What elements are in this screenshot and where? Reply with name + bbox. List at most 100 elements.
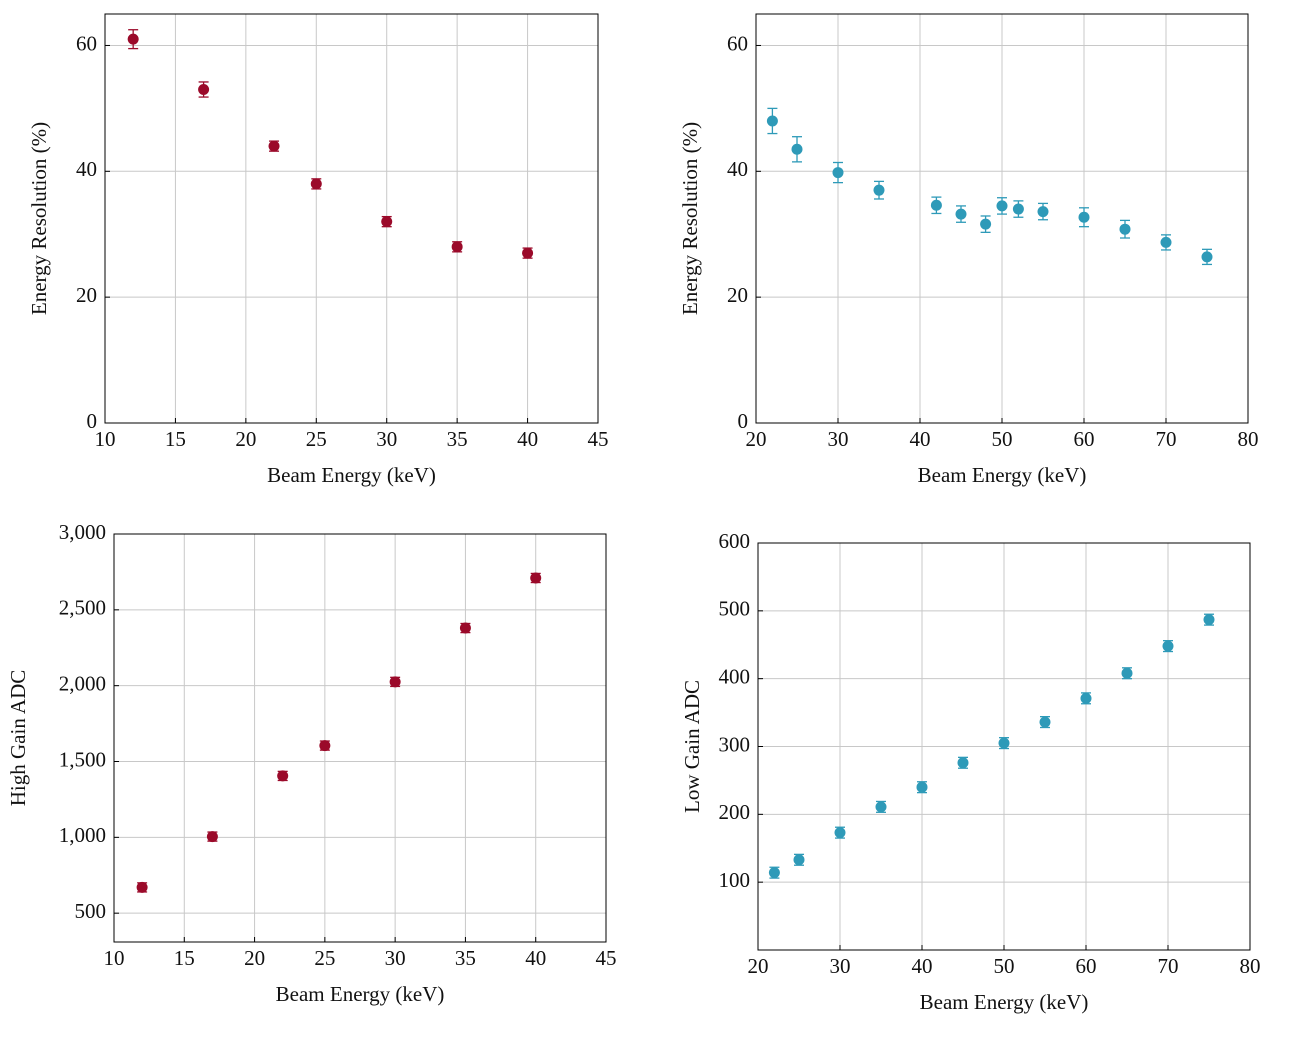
plot-frame bbox=[104, 13, 599, 424]
y-tick-label: 20 bbox=[727, 283, 748, 307]
y-axis-label: High Gain ADC bbox=[6, 670, 30, 807]
x-tick-label: 60 bbox=[1076, 954, 1097, 978]
y-tick-label: 1,500 bbox=[59, 747, 106, 771]
point bbox=[1080, 692, 1092, 704]
x-tick-label: 25 bbox=[314, 946, 335, 970]
x-tick-label: 50 bbox=[994, 954, 1015, 978]
point bbox=[206, 831, 218, 843]
point bbox=[793, 854, 805, 866]
x-tick-label: 15 bbox=[174, 946, 195, 970]
y-tick-label: 500 bbox=[75, 899, 107, 923]
subplot: 10 15 20 25 30 35 40 45 0 20 40 60 Beam Energy (keV)… bbox=[27, 13, 609, 487]
point bbox=[766, 115, 778, 127]
y-tick-label: 20 bbox=[76, 283, 97, 307]
x-tick-label: 60 bbox=[1074, 427, 1095, 451]
x-axis-label: Beam Energy (keV) bbox=[918, 463, 1087, 487]
point bbox=[1012, 203, 1024, 215]
point bbox=[127, 33, 139, 45]
x-tick-label: 50 bbox=[992, 427, 1013, 451]
point bbox=[1039, 716, 1051, 728]
x-tick-label: 40 bbox=[525, 946, 546, 970]
point bbox=[1203, 614, 1215, 626]
x-tick-label: 20 bbox=[244, 946, 265, 970]
point bbox=[996, 200, 1008, 212]
point bbox=[998, 737, 1010, 749]
point bbox=[980, 218, 992, 230]
y-tick-label: 0 bbox=[738, 409, 749, 433]
subplot: 10 15 20 25 30 35 40 45 500 1,000 1,500 2,000 2,500 3… bbox=[6, 520, 617, 1006]
plot-frame bbox=[757, 542, 1251, 951]
point bbox=[268, 140, 280, 152]
point bbox=[1121, 667, 1133, 679]
point bbox=[875, 801, 887, 813]
point bbox=[381, 216, 393, 228]
y-tick-label: 2,500 bbox=[59, 596, 106, 620]
y-axis-label: Energy Resolution (%) bbox=[678, 122, 702, 315]
y-axis-label: Energy Resolution (%) bbox=[27, 122, 51, 315]
y-tick-label: 600 bbox=[719, 529, 751, 553]
point bbox=[930, 199, 942, 211]
x-tick-label: 35 bbox=[455, 946, 476, 970]
point bbox=[522, 247, 534, 259]
point bbox=[1160, 236, 1172, 248]
point bbox=[1078, 211, 1090, 223]
x-tick-label: 80 bbox=[1238, 427, 1259, 451]
y-tick-label: 40 bbox=[727, 157, 748, 181]
y-tick-label: 100 bbox=[719, 868, 751, 892]
point bbox=[319, 740, 331, 752]
x-tick-label: 10 bbox=[95, 427, 116, 451]
x-tick-label: 70 bbox=[1158, 954, 1179, 978]
point bbox=[530, 572, 542, 584]
y-axis-label: Low Gain ADC bbox=[680, 680, 704, 813]
y-tick-label: 300 bbox=[719, 732, 751, 756]
point bbox=[916, 781, 928, 793]
x-tick-label: 30 bbox=[376, 427, 397, 451]
y-tick-label: 40 bbox=[76, 157, 97, 181]
point bbox=[459, 622, 471, 634]
x-tick-label: 20 bbox=[235, 427, 256, 451]
point bbox=[955, 208, 967, 220]
x-tick-label: 70 bbox=[1156, 427, 1177, 451]
y-tick-label: 500 bbox=[719, 597, 751, 621]
point bbox=[451, 241, 463, 253]
point bbox=[198, 84, 210, 96]
x-tick-label: 25 bbox=[306, 427, 327, 451]
x-tick-label: 35 bbox=[447, 427, 468, 451]
point bbox=[136, 881, 148, 893]
point bbox=[1037, 206, 1049, 218]
x-tick-label: 45 bbox=[588, 427, 609, 451]
y-tick-label: 60 bbox=[76, 31, 97, 55]
y-tick-label: 1,000 bbox=[59, 823, 106, 847]
x-tick-label: 40 bbox=[910, 427, 931, 451]
x-tick-label: 30 bbox=[828, 427, 849, 451]
x-axis-label: Beam Energy (keV) bbox=[276, 982, 445, 1006]
point bbox=[1201, 251, 1213, 263]
point bbox=[832, 167, 844, 179]
point bbox=[834, 827, 846, 839]
point bbox=[1119, 223, 1131, 235]
y-tick-label: 2,000 bbox=[59, 671, 106, 695]
subplot: 20 30 40 50 60 70 80 100 200 300 400 500 600 Beam Ene… bbox=[680, 529, 1261, 1014]
x-axis-label: Beam Energy (keV) bbox=[267, 463, 436, 487]
x-tick-label: 30 bbox=[830, 954, 851, 978]
point bbox=[1162, 640, 1174, 652]
x-tick-label: 15 bbox=[165, 427, 186, 451]
point bbox=[768, 867, 780, 879]
x-tick-label: 40 bbox=[517, 427, 538, 451]
y-tick-label: 200 bbox=[719, 800, 751, 824]
point bbox=[389, 676, 401, 688]
point bbox=[791, 143, 803, 155]
x-axis-label: Beam Energy (keV) bbox=[920, 990, 1089, 1014]
point bbox=[277, 770, 289, 782]
plot-frame bbox=[755, 13, 1249, 424]
point bbox=[957, 757, 969, 769]
x-tick-label: 45 bbox=[596, 946, 617, 970]
x-tick-label: 40 bbox=[912, 954, 933, 978]
y-tick-label: 0 bbox=[87, 409, 98, 433]
x-tick-label: 20 bbox=[746, 427, 767, 451]
point bbox=[873, 184, 885, 196]
x-tick-label: 30 bbox=[385, 946, 406, 970]
x-tick-label: 80 bbox=[1240, 954, 1261, 978]
